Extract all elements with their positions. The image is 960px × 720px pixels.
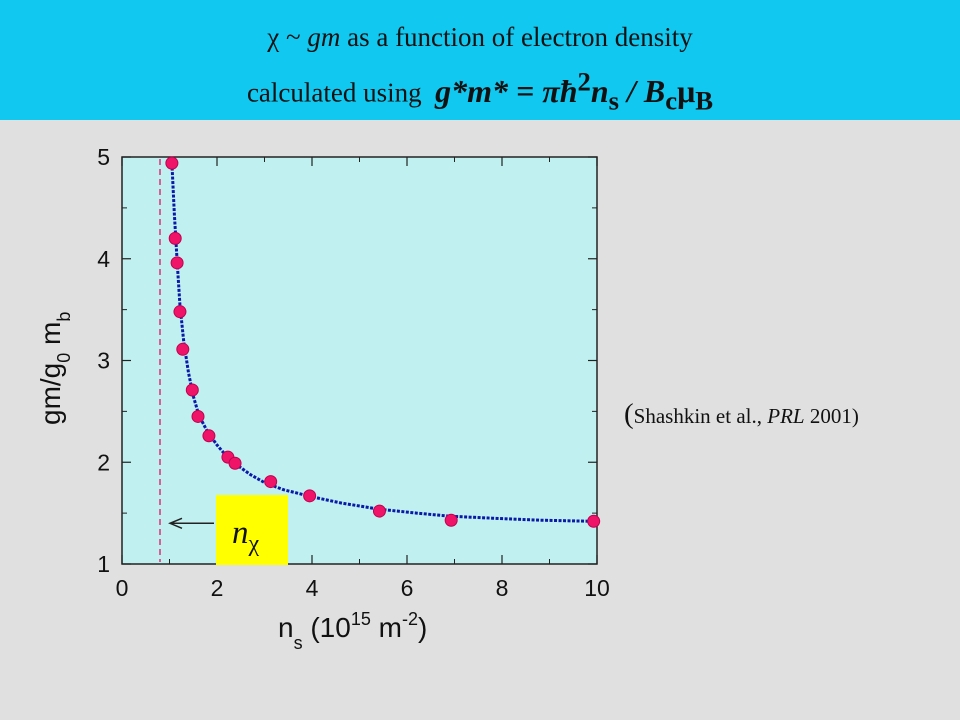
n-chi-sub: χ	[248, 531, 260, 557]
citation: (Shashkin et al., PRL 2001)	[624, 398, 859, 431]
data-point	[176, 342, 190, 356]
data-point	[202, 429, 216, 443]
xlabel-close: )	[418, 612, 427, 643]
y-tick-label: 3	[97, 348, 110, 374]
ylabel-sub0: 0	[54, 353, 74, 363]
data-point	[191, 409, 205, 423]
x-tick-labels: 0 2 4 6 8 10	[116, 575, 610, 601]
xlabel-n: n	[278, 612, 294, 643]
data-point	[173, 305, 187, 319]
title-line-1-text: as a function of electron density	[347, 22, 693, 52]
n-chi-annotation: nχ	[168, 495, 288, 565]
plot-area	[121, 156, 598, 565]
x-tick-label: 8	[496, 575, 509, 601]
chi-symbol: χ	[267, 22, 280, 52]
axis-ticks	[121, 156, 598, 565]
title-line-2-prefix: calculated using	[246, 77, 422, 108]
formula: g*m* = πħ2ns / BcμB	[435, 66, 713, 115]
y-axis-label: gm/g0 mb	[35, 312, 74, 425]
y-tick-label: 2	[97, 449, 110, 475]
data-point	[587, 514, 601, 528]
formula-sub-s: s	[608, 85, 620, 116]
data-points	[165, 156, 601, 528]
data-point	[303, 489, 317, 503]
n-chi-label: nχ	[232, 515, 260, 557]
y-tick-label: 5	[97, 144, 110, 170]
xlabel-sub: s	[294, 633, 303, 653]
ylabel-m: m	[35, 322, 66, 353]
y-tick-label: 4	[97, 246, 110, 272]
x-tick-label: 0	[116, 575, 129, 601]
x-tick-label: 6	[401, 575, 414, 601]
y-tick-label: 1	[97, 551, 110, 577]
tilde-symbol: ~	[285, 22, 301, 52]
ylabel-subb: b	[54, 312, 74, 322]
ylabel-gm: gm/g	[35, 363, 66, 425]
data-point	[444, 513, 458, 527]
gm-term: gm	[307, 22, 341, 52]
formula-sup: 2	[577, 66, 591, 96]
xlabel-open: (10	[303, 612, 351, 643]
arrow-head-icon	[168, 517, 183, 529]
x-axis-label: ns (1015 m-2)	[278, 609, 427, 653]
data-point	[170, 256, 184, 270]
n-chi-box	[216, 495, 288, 565]
formula-sub-c: c	[665, 85, 678, 116]
y-tick-labels: 1 2 3 4 5	[97, 144, 110, 577]
data-point	[264, 475, 278, 489]
citation-open: (	[624, 398, 634, 430]
x-tick-label: 4	[306, 575, 319, 601]
title-line-2: calculated using g*m* = πħ2ns / BcμB	[0, 66, 960, 116]
formula-slash-b: / B	[619, 72, 666, 109]
data-point	[228, 456, 242, 470]
xlabel-unit-sup: -2	[402, 609, 418, 629]
citation-year: 2001)	[804, 404, 859, 428]
formula-n: n	[590, 72, 609, 109]
formula-mu: μ	[677, 72, 696, 109]
citation-author: Shashkin et al.,	[633, 404, 768, 428]
xlabel-sup: 15	[351, 609, 371, 629]
xlabel-unit: m	[371, 612, 402, 643]
x-tick-label: 2	[211, 575, 224, 601]
title-banner: χ ~ gm as a function of electron density…	[0, 0, 960, 120]
n-chi-main: n	[232, 515, 249, 551]
x-tick-label: 10	[584, 575, 610, 601]
data-point	[165, 156, 179, 170]
data-point	[185, 383, 199, 397]
data-point	[372, 504, 386, 518]
formula-sub-b: B	[695, 85, 714, 116]
citation-journal: PRL	[767, 404, 805, 428]
formula-lhs: g*m* = πħ	[435, 72, 578, 109]
data-point	[168, 231, 182, 245]
title-line-1: χ ~ gm as a function of electron density	[0, 22, 960, 53]
